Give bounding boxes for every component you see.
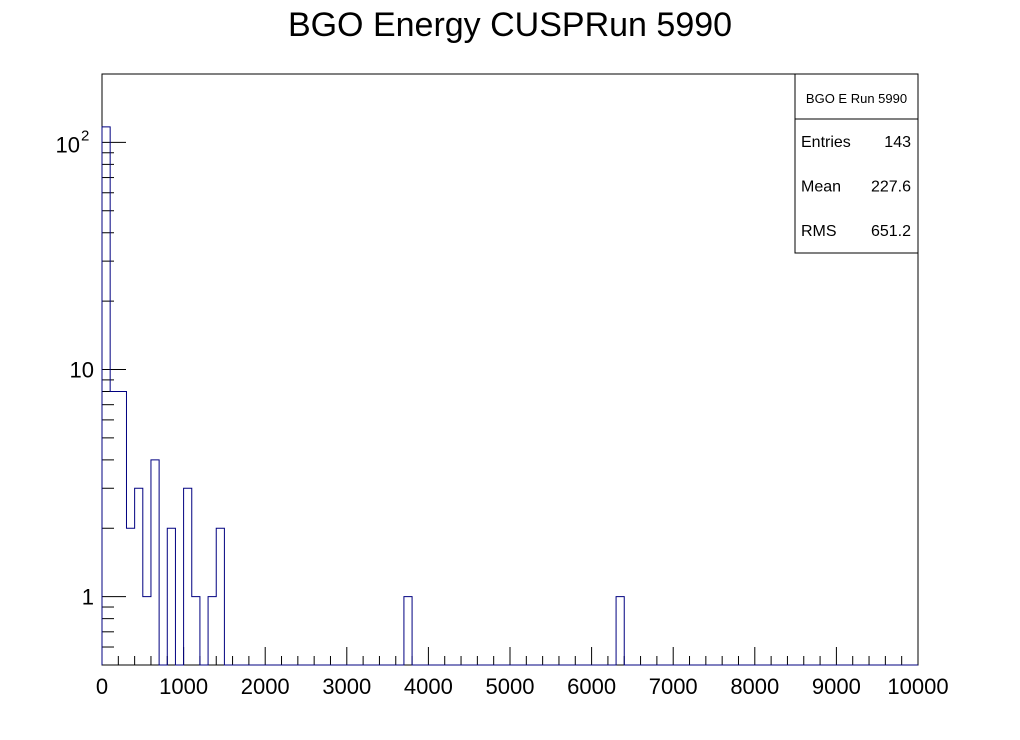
histogram-bin [192,597,200,665]
stats-row-value: 143 [884,134,911,151]
x-tick-label: 6000 [567,674,616,699]
y-tick-label: 1 [82,585,94,610]
histogram-series [101,126,918,666]
stats-box: BGO E Run 5990 Entries 143 Mean 227.6 RMS 651.… [794,73,919,254]
x-tick-label: 7000 [649,674,698,699]
histogram-bin [216,528,224,665]
stats-row-label: RMS [801,223,837,240]
y-tick-label: 10 [56,132,80,157]
histogram-bin [126,528,134,665]
histogram-outline [101,126,918,666]
stats-row-label: Entries [801,134,851,151]
histogram-bin [616,597,624,665]
histogram-bin [102,127,110,665]
x-tick-label: 8000 [730,674,779,699]
x-tick-label: 9000 [812,674,861,699]
stats-box-title: BGO E Run 5990 [806,91,907,106]
histogram-bin [143,597,151,665]
histogram-bin [118,392,126,665]
histogram-bin [110,392,118,665]
x-tick-label: 2000 [241,674,290,699]
x-tick-label: 1000 [159,674,208,699]
x-tick-label: 3000 [322,674,371,699]
histogram-bin [167,528,175,665]
y-tick-exponent: 2 [81,127,89,144]
x-tick-label: 5000 [486,674,535,699]
histogram-bin [151,460,159,665]
x-tick-label: 0 [96,674,108,699]
stats-box-frame [794,73,919,254]
histogram-bin [135,488,143,665]
x-tick-label: 10000 [887,674,948,699]
stats-row-value: 227.6 [871,179,911,196]
stats-row-label: Mean [801,179,841,196]
histogram-bin [208,597,216,665]
y-tick-label: 10 [70,358,94,383]
chart-title: BGO Energy CUSPRun 5990 [288,6,732,44]
stats-row-value: 651.2 [871,223,911,240]
histogram-bin [404,597,412,665]
histogram-bin [184,488,192,665]
x-tick-label: 4000 [404,674,453,699]
